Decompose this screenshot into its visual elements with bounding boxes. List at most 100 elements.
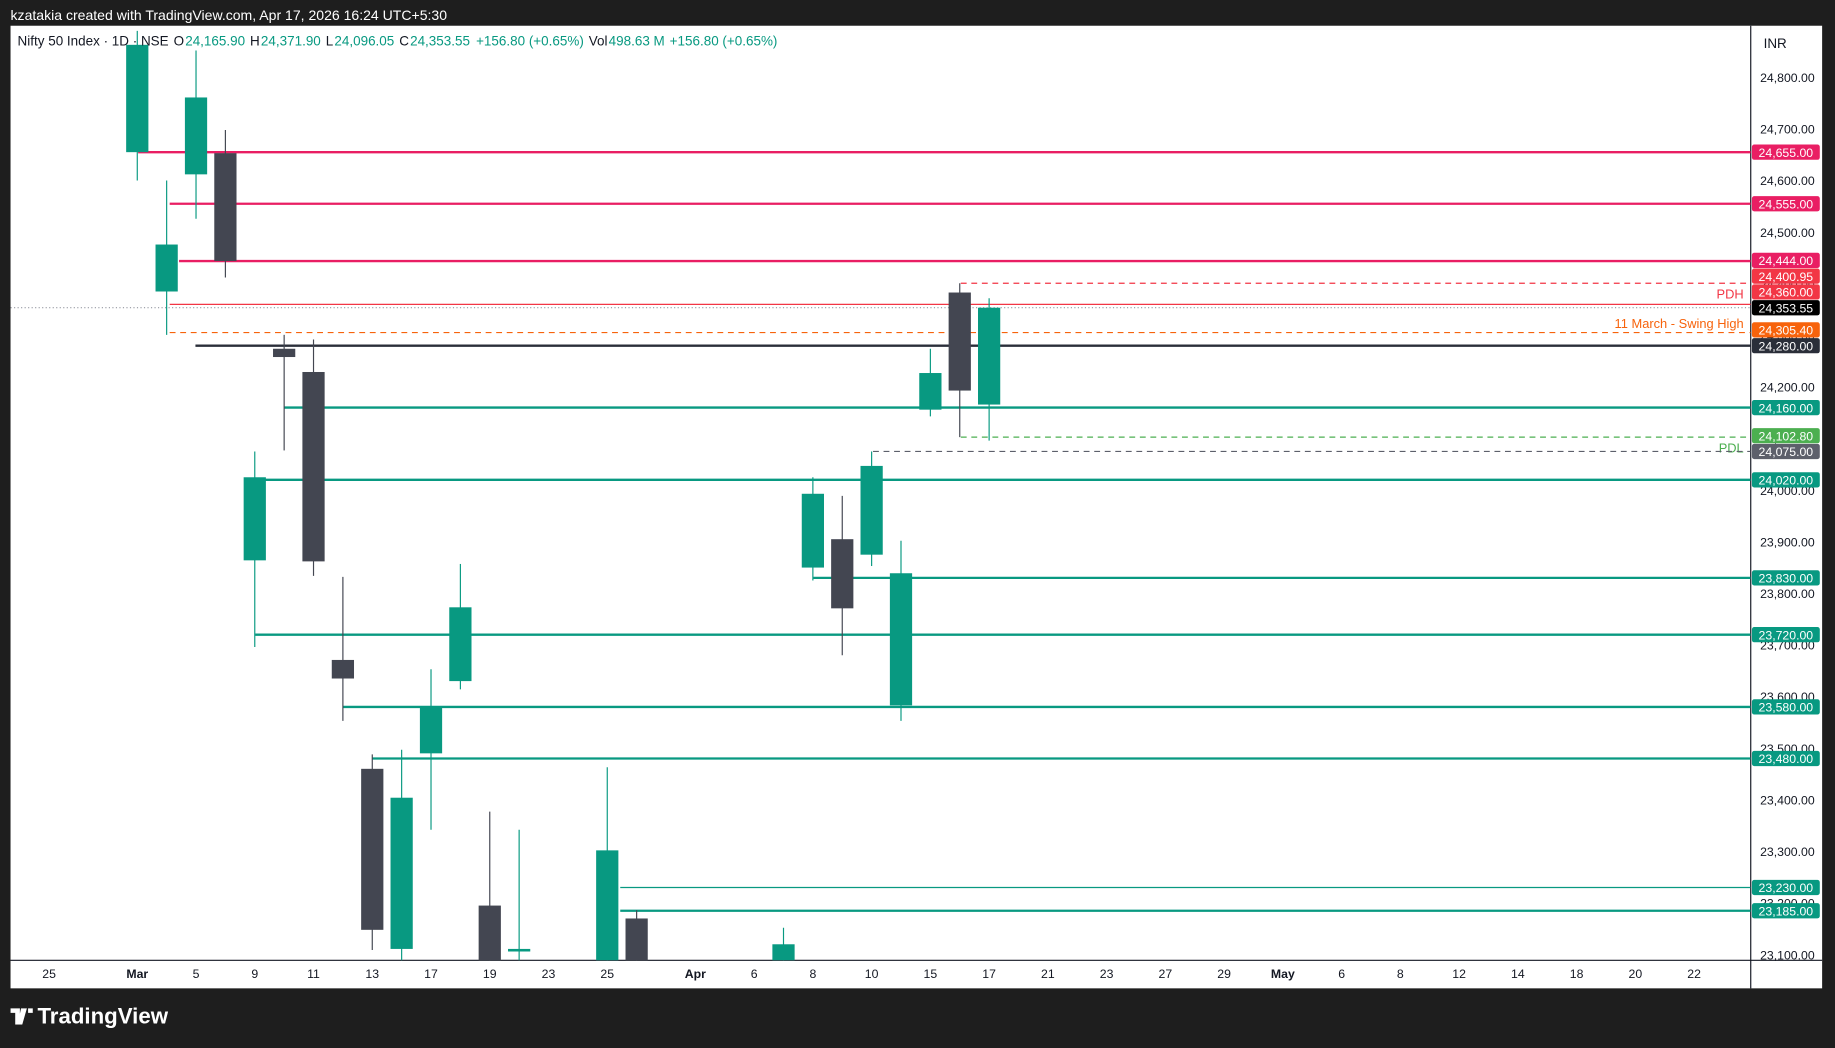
currency: INR xyxy=(1764,36,1787,51)
x-tick-label: May xyxy=(1271,967,1295,981)
price-label: 23,720.00 xyxy=(1759,628,1814,642)
logo xyxy=(10,1008,33,1025)
y-tick-label: 24,600.00 xyxy=(1760,174,1815,188)
x-tick-label: 10 xyxy=(865,967,879,981)
candle-body xyxy=(596,850,619,961)
candle-body xyxy=(919,373,942,410)
x-tick-label: 8 xyxy=(1397,967,1404,981)
legend-volume: 498.63 M xyxy=(608,35,665,50)
candle-body xyxy=(625,918,648,961)
price-label-bg xyxy=(1751,699,1820,715)
level-note: PDL xyxy=(1719,440,1744,455)
candle-body xyxy=(302,371,325,562)
candle-body xyxy=(508,948,531,952)
y-tick-label: 24,800.00 xyxy=(1760,71,1815,85)
x-tick-label: 6 xyxy=(751,967,758,981)
x-tick-label: 15 xyxy=(924,967,938,981)
credit: kzatakia created with TradingView.com, A… xyxy=(10,7,448,24)
x-tick-label: 5 xyxy=(193,967,200,981)
x-tick-label: 17 xyxy=(424,967,438,981)
candle-body xyxy=(331,659,355,679)
price-label: 23,830.00 xyxy=(1759,572,1814,586)
legend-volume-key: Vol xyxy=(588,35,608,50)
price-label-bg xyxy=(1751,428,1820,444)
candle-body xyxy=(801,493,824,568)
price-label: 23,580.00 xyxy=(1759,701,1814,715)
candle-body xyxy=(978,307,1001,405)
x-tick-label: Mar xyxy=(126,967,148,981)
price-label-bg xyxy=(1751,196,1820,212)
price-label: 24,655.00 xyxy=(1759,146,1814,160)
candle-body xyxy=(449,607,472,682)
candle-body xyxy=(772,944,795,961)
x-tick-label: 27 xyxy=(1159,967,1173,981)
level-note: PDH xyxy=(1717,286,1744,301)
price-label: 24,305.40 xyxy=(1759,324,1814,338)
x-tick-label: 17 xyxy=(982,967,996,981)
candle-body xyxy=(214,153,237,262)
y-tick-label: 23,900.00 xyxy=(1760,535,1815,549)
candle-body xyxy=(478,905,501,961)
x-tick-label: 23 xyxy=(542,967,556,981)
candle-body xyxy=(361,768,384,930)
price-label-bg xyxy=(1751,300,1820,316)
legend: Nifty 50 Index · 1D · NSE O24,165.90 H24… xyxy=(18,35,779,49)
candle-body xyxy=(184,97,208,175)
x-tick-label: 8 xyxy=(809,967,816,981)
legend-volume-change: +156.80 (+0.65%) xyxy=(669,35,778,50)
legend-value: 24,165.90 xyxy=(185,35,246,50)
candle-body xyxy=(390,797,413,949)
candle-body xyxy=(273,348,296,358)
y-tick-label: 23,100.00 xyxy=(1760,948,1815,962)
x-tick-label: 23 xyxy=(1100,967,1114,981)
price-label: 23,230.00 xyxy=(1759,881,1814,895)
legend-value: 24,096.05 xyxy=(334,35,395,50)
candles xyxy=(126,30,1001,961)
legend-key: C xyxy=(399,35,409,50)
price-label: 24,555.00 xyxy=(1759,197,1814,211)
brand: TradingView xyxy=(37,1004,169,1030)
price-label-bg xyxy=(1751,443,1820,460)
price-label-bg xyxy=(1751,284,1820,300)
legend-key: L xyxy=(325,35,334,50)
candle-body xyxy=(419,707,443,754)
level-note: 11 March - Swing High xyxy=(1615,316,1744,331)
legend-value: 24,353.55 xyxy=(410,35,470,50)
legend-symbol: Nifty 50 Index · 1D · NSE xyxy=(17,35,169,50)
x-tick-label: 9 xyxy=(251,967,258,981)
x-tick-label: 29 xyxy=(1217,967,1231,981)
x-tick-label: 25 xyxy=(42,967,56,981)
price-label-bg xyxy=(1751,322,1820,338)
candle-body xyxy=(860,465,883,555)
candle-body xyxy=(948,292,971,391)
x-tick-label: 20 xyxy=(1629,967,1643,981)
y-tick-label: 24,500.00 xyxy=(1760,226,1815,240)
x-tick-label: 14 xyxy=(1511,967,1525,981)
legend-value: 24,371.90 xyxy=(260,35,321,50)
legend-key: O xyxy=(173,35,185,50)
price-label-bg xyxy=(1751,570,1820,586)
y-tick-label: 24,700.00 xyxy=(1760,123,1815,137)
price-label: 24,353.55 xyxy=(1759,301,1814,315)
x-tick-label: 11 xyxy=(307,967,320,981)
price-label-bg xyxy=(1751,903,1820,919)
candle-body xyxy=(889,573,913,706)
candle-body xyxy=(155,244,178,292)
price-label: 24,160.00 xyxy=(1759,401,1814,415)
legend-key: H xyxy=(250,35,260,50)
x-tick-label: Apr xyxy=(685,967,706,981)
price-label-bg xyxy=(1751,252,1820,268)
candle-body xyxy=(126,44,149,153)
x-tick-label: 21 xyxy=(1041,967,1055,981)
price-label: 24,020.00 xyxy=(1759,474,1814,488)
x-tick-label: 13 xyxy=(365,967,379,981)
legend-change: +156.80 (+0.65%) xyxy=(476,35,584,50)
legend-fields: O24,165.90 H24,371.90 L24,096.05 C24,353… xyxy=(174,35,475,49)
y-tick-label: 23,400.00 xyxy=(1760,793,1815,807)
x-tick-label: 12 xyxy=(1452,967,1466,981)
price-label: 24,102.80 xyxy=(1759,429,1814,443)
candle-body xyxy=(243,477,266,561)
x-tick-label: 19 xyxy=(483,967,497,981)
x-tick-label: 18 xyxy=(1570,967,1584,981)
price-label-bg xyxy=(1751,627,1820,643)
